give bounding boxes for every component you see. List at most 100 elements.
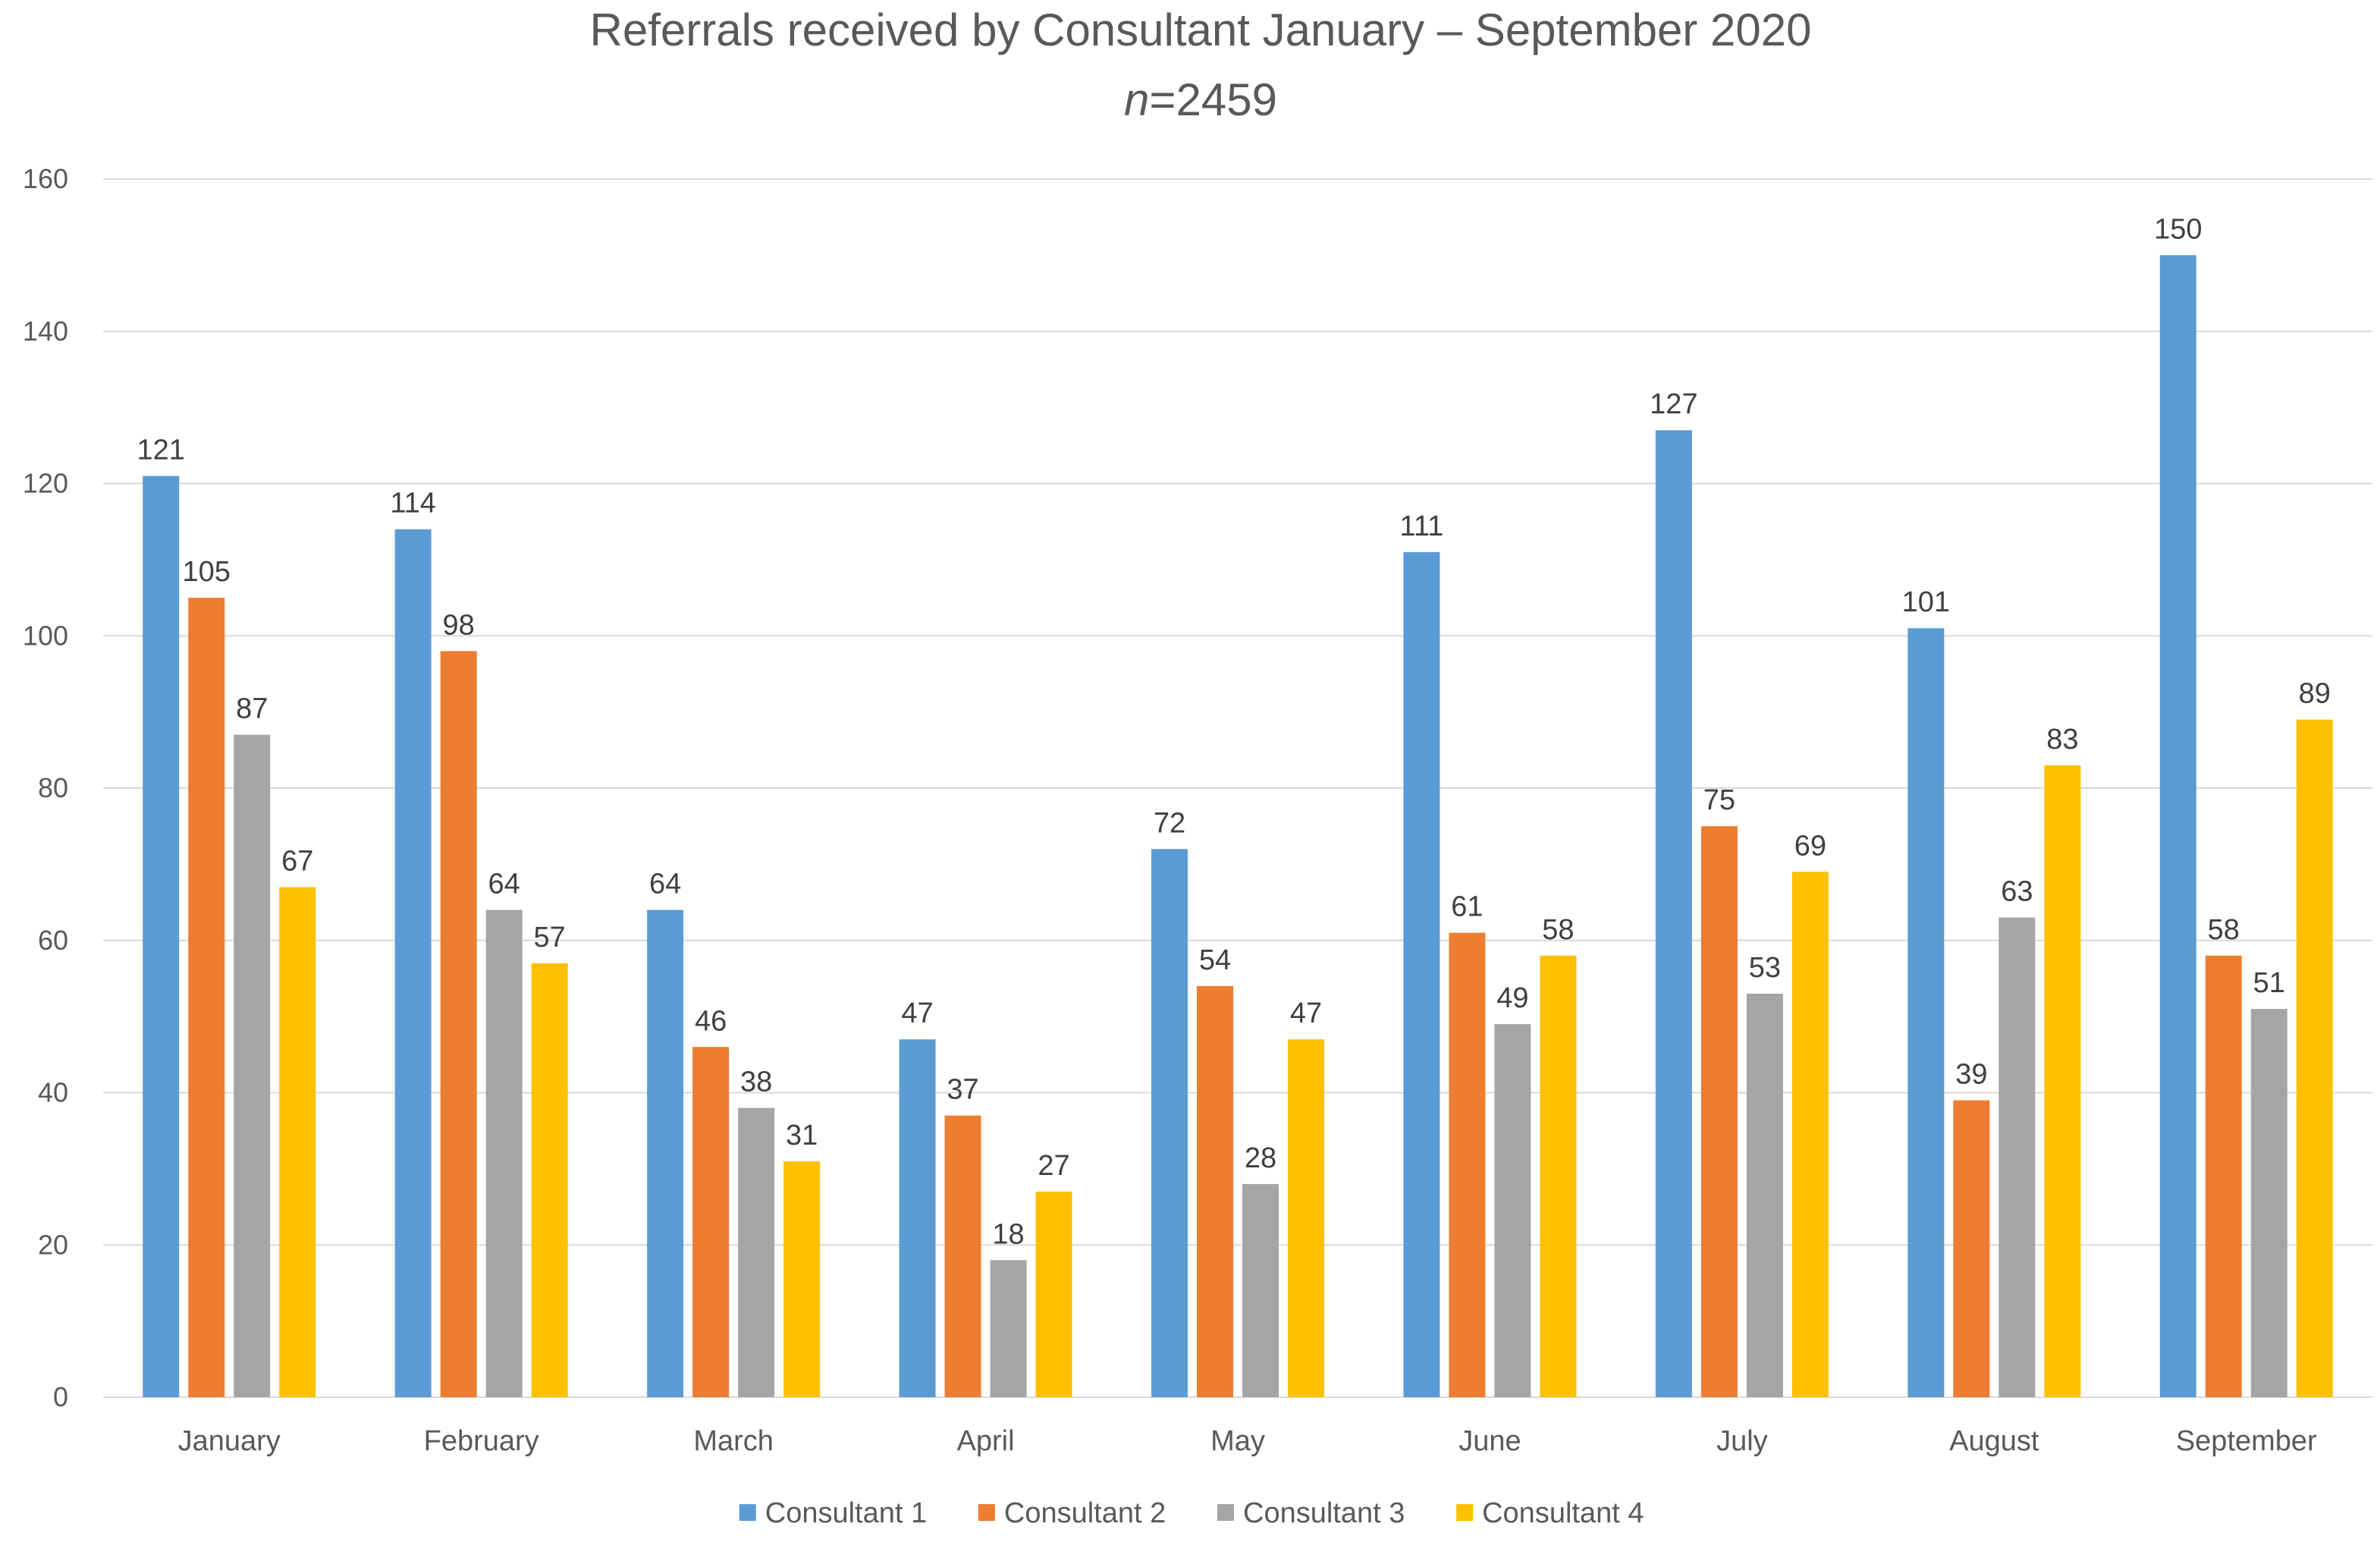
data-label: 39 (1955, 1059, 1987, 1091)
subtitle-variable: n (1124, 74, 1149, 125)
data-label: 31 (786, 1120, 818, 1151)
bar (1151, 849, 1188, 1397)
data-label: 63 (2001, 876, 2033, 908)
data-label: 64 (488, 869, 520, 900)
bar (1494, 1024, 1531, 1397)
legend-item: Consultant 2 (978, 1497, 1166, 1529)
bar (2044, 765, 2081, 1397)
data-label: 61 (1451, 891, 1483, 923)
bar (692, 1047, 730, 1397)
data-label: 58 (1542, 914, 1574, 946)
legend-label: Consultant 1 (765, 1497, 927, 1529)
y-axis-ticks: 0 20 40 60 80 100 120 140 160 (23, 163, 68, 1412)
data-label: 83 (2046, 724, 2078, 756)
bar (234, 734, 271, 1397)
legend: Consultant 1 Consultant 2 Consultant 3 Cons… (739, 1497, 1644, 1529)
bar (944, 1115, 981, 1397)
data-label: 75 (1703, 784, 1735, 816)
bar (188, 598, 225, 1397)
bar (1953, 1100, 1990, 1397)
bar (2296, 719, 2333, 1397)
y-tick-label: 60 (38, 925, 68, 956)
bar (1288, 1039, 1324, 1397)
data-label: 89 (2299, 678, 2331, 710)
x-tick-label: April (957, 1425, 1015, 1457)
bar (143, 476, 180, 1397)
bar (647, 909, 684, 1397)
y-tick-label: 160 (23, 163, 68, 194)
bar (1907, 628, 1945, 1397)
legend-swatch (978, 1504, 995, 1521)
data-label: 57 (534, 922, 566, 953)
data-label: 46 (695, 1005, 727, 1037)
y-tick-label: 20 (38, 1229, 68, 1260)
data-label: 101 (1902, 586, 1950, 618)
bar (1242, 1183, 1279, 1397)
data-label: 69 (1794, 830, 1826, 862)
data-label: 27 (1038, 1150, 1069, 1182)
bar (1700, 826, 1738, 1397)
data-label: 72 (1154, 807, 1185, 839)
legend-label: Consultant 2 (1004, 1497, 1166, 1529)
gridlines (103, 178, 2372, 1398)
y-tick-label: 40 (38, 1077, 68, 1108)
data-label: 121 (137, 434, 185, 466)
legend-item: Consultant 4 (1456, 1497, 1644, 1529)
data-label: 67 (281, 845, 313, 877)
y-tick-label: 140 (23, 316, 68, 347)
chart-subtitle: n=2459 (1124, 74, 1277, 125)
bar (1540, 955, 1577, 1397)
bar (1999, 917, 2036, 1397)
bar (394, 529, 432, 1397)
subtitle-value: =2459 (1149, 74, 1277, 125)
data-label: 37 (947, 1074, 978, 1106)
legend-label: Consultant 4 (1482, 1497, 1644, 1529)
bar (1655, 430, 1692, 1397)
bar (1449, 932, 1486, 1397)
bar (2159, 255, 2196, 1397)
data-label: 53 (1749, 952, 1781, 984)
bar (485, 909, 523, 1397)
bar (783, 1161, 821, 1397)
legend-item: Consultant 1 (739, 1497, 927, 1529)
bar (1197, 985, 1233, 1397)
data-label: 127 (1650, 388, 1697, 420)
legend-swatch (1456, 1504, 1474, 1521)
bar (440, 651, 477, 1397)
x-tick-label: August (1949, 1425, 2039, 1457)
x-tick-label: July (1716, 1425, 1768, 1457)
bar (1035, 1191, 1072, 1397)
bar (990, 1260, 1027, 1397)
data-label: 64 (649, 869, 681, 900)
legend-label: Consultant 3 (1243, 1497, 1405, 1529)
legend-swatch (739, 1504, 756, 1521)
x-tick-label: September (2176, 1425, 2317, 1457)
bar (738, 1107, 775, 1397)
y-tick-label: 100 (23, 620, 68, 651)
data-label: 150 (2154, 213, 2202, 245)
data-label: 114 (390, 488, 436, 520)
x-axis-ticks: January February March April May June July Augu… (178, 1425, 2317, 1457)
y-tick-label: 0 (53, 1381, 68, 1412)
chart-title: Referrals received by Consultant January… (590, 5, 1812, 55)
bar (531, 963, 568, 1397)
data-label: 38 (740, 1067, 772, 1098)
data-label: 51 (2253, 967, 2285, 999)
data-label: 98 (443, 609, 475, 641)
data-labels: 121 105 87 67 114 98 64 57 64 46 38 31 47 37 18 27 72 54 2… (137, 213, 2331, 1250)
y-tick-label: 120 (23, 468, 68, 499)
x-tick-label: January (178, 1425, 281, 1457)
data-label: 105 (183, 556, 231, 588)
data-label: 18 (992, 1218, 1024, 1250)
legend-item: Consultant 3 (1217, 1497, 1405, 1529)
bar (2250, 1009, 2287, 1397)
legend-swatch (1217, 1504, 1234, 1521)
bar (2205, 955, 2242, 1397)
bar (1791, 872, 1829, 1397)
data-label: 28 (1245, 1142, 1276, 1174)
data-label: 49 (1496, 982, 1528, 1014)
bar (1746, 994, 1783, 1397)
data-label: 87 (236, 693, 268, 725)
